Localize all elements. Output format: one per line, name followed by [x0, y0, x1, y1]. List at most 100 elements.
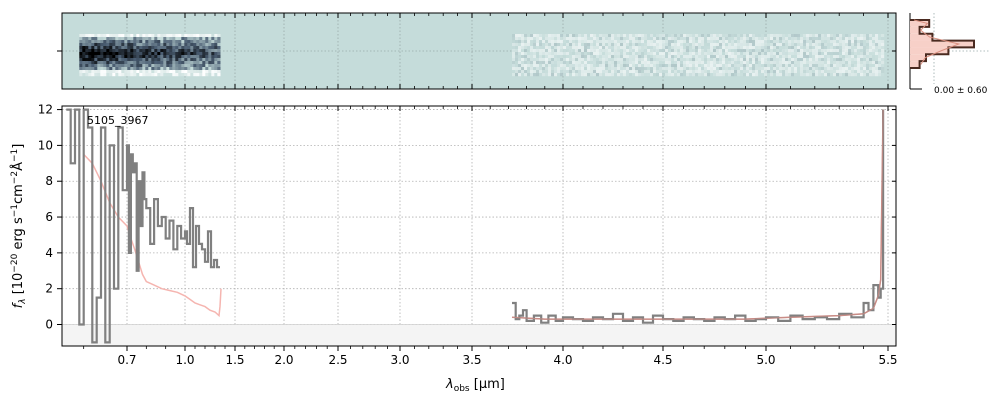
spectrum-2d-pixel — [172, 73, 176, 77]
spectrum-2d-pixel — [662, 64, 666, 68]
spectrum-2d-pixel — [79, 40, 83, 44]
spectrum-2d-pixel — [839, 52, 843, 56]
spectrum-2d-pixel — [785, 67, 789, 71]
spectrum-2d-pixel — [587, 55, 591, 59]
spectrum-2d-pixel — [184, 43, 188, 47]
spectrum-2d-pixel — [608, 37, 612, 41]
spectrum-2d-pixel — [746, 61, 750, 65]
spectrum-2d-pixel — [536, 46, 540, 50]
spectrum-2d-pixel — [518, 70, 522, 74]
spectrum-2d-pixel — [659, 43, 663, 47]
spectrum-2d-pixel — [752, 43, 756, 47]
spectrum-2d-pixel — [773, 67, 777, 71]
spectrum-2d-pixel — [202, 37, 206, 41]
spectrum-2d-pixel — [530, 46, 534, 50]
spectrum-2d-pixel — [866, 37, 870, 41]
spectrum-2d-pixel — [100, 73, 104, 77]
spectrum-2d-pixel — [695, 46, 699, 50]
spectrum-2d-pixel — [187, 64, 191, 68]
spectrum-2d-pixel — [590, 61, 594, 65]
spectrum-2d-pixel — [94, 73, 98, 77]
spectrum-2d-pixel — [626, 37, 630, 41]
spectrum-2d-pixel — [617, 46, 621, 50]
spectrum-2d-pixel — [752, 46, 756, 50]
spectrum-2d-pixel — [788, 43, 792, 47]
spectrum-2d-pixel — [211, 58, 215, 62]
spectrum-2d-pixel — [539, 40, 543, 44]
spectrum-2d-pixel — [584, 34, 588, 38]
spectrum-2d-pixel — [154, 40, 158, 44]
spectrum-2d-pixel — [803, 52, 807, 56]
spectrum-2d-pixel — [148, 49, 152, 53]
spectrum-2d-pixel — [821, 64, 825, 68]
spectrum-2d-pixel — [545, 61, 549, 65]
spectrum-2d-pixel — [815, 55, 819, 59]
spectrum-2d-pixel — [82, 55, 86, 59]
spectrum-2d-pixel — [815, 61, 819, 65]
spectrum-2d-pixel — [800, 37, 804, 41]
spectrum-2d-pixel — [782, 73, 786, 77]
spectrum-2d-pixel — [800, 46, 804, 50]
spectrum-2d-pixel — [142, 64, 146, 68]
spectrum-2d-pixel — [596, 34, 600, 38]
spectrum-2d-pixel — [839, 70, 843, 74]
spectrum-2d-pixel — [821, 67, 825, 71]
spectrum-2d-pixel — [599, 37, 603, 41]
spectrum-2d-pixel — [554, 67, 558, 71]
spectrum-2d-pixel — [773, 43, 777, 47]
spectrum-2d-pixel — [800, 58, 804, 62]
spectrum-2d-pixel — [88, 70, 92, 74]
spectrum-2d-pixel — [130, 73, 134, 77]
spectrum-2d-pixel — [728, 49, 732, 53]
spectrum-2d-pixel — [803, 70, 807, 74]
spectrum-2d-pixel — [193, 52, 197, 56]
spectrum-2d-pixel — [650, 67, 654, 71]
spectrum-2d-pixel — [518, 55, 522, 59]
spectrum-2d-pixel — [533, 52, 537, 56]
spectrum-2d-pixel — [851, 43, 855, 47]
spectrum-2d-pixel — [133, 73, 137, 77]
spectrum-2d-pixel — [665, 49, 669, 53]
spectrum-2d-pixel — [740, 61, 744, 65]
spectrum-2d-pixel — [824, 43, 828, 47]
spectrum-2d-pixel — [701, 40, 705, 44]
spectrum-2d-pixel — [710, 52, 714, 56]
spectrum-2d-pixel — [551, 64, 555, 68]
spectrum-2d-pixel — [698, 70, 702, 74]
spectrum-2d-pixel — [202, 49, 206, 53]
spectrum-2d-pixel — [752, 67, 756, 71]
spectrum-2d-pixel — [689, 49, 693, 53]
spectrum-2d-pixel — [91, 40, 95, 44]
spectrum-2d-pixel — [184, 37, 188, 41]
spectrum-2d-pixel — [758, 40, 762, 44]
spectrum-2d-pixel — [623, 43, 627, 47]
spectrum-2d-pixel — [881, 46, 885, 50]
spectrum-2d-pixel — [145, 49, 149, 53]
spectrum-2d-pixel — [737, 67, 741, 71]
spectrum-2d-pixel — [725, 37, 729, 41]
spectrum-2d-pixel — [791, 34, 795, 38]
spectrum-2d-pixel — [121, 73, 125, 77]
spectrum-2d-pixel — [833, 55, 837, 59]
model-line-segment — [511, 109, 884, 320]
spectrum-2d-pixel — [157, 46, 161, 50]
spectrum-2d-pixel — [719, 61, 723, 65]
spectrum-2d-pixel — [671, 49, 675, 53]
spectrum-2d-pixel — [698, 34, 702, 38]
spectrum-2d-pixel — [88, 55, 92, 59]
spectrum-2d-pixel — [785, 40, 789, 44]
spectrum-2d-pixel — [737, 46, 741, 50]
spectrum-2d-pixel — [857, 40, 861, 44]
spectrum-2d-pixel — [680, 40, 684, 44]
spectrum-2d-pixel — [851, 40, 855, 44]
spectrum-2d-pixel — [677, 43, 681, 47]
spectrum-2d-pixel — [710, 43, 714, 47]
spectrum-2d-pixel — [199, 70, 203, 74]
spectrum-2d-pixel — [812, 40, 816, 44]
spectrum-2d-pixel — [749, 73, 753, 77]
spectrum-2d-pixel — [683, 43, 687, 47]
spectrum-2d-pixel — [662, 52, 666, 56]
spectrum-2d-pixel — [611, 34, 615, 38]
spectrum-2d-pixel — [554, 43, 558, 47]
spectrum-2d-pixel — [743, 64, 747, 68]
